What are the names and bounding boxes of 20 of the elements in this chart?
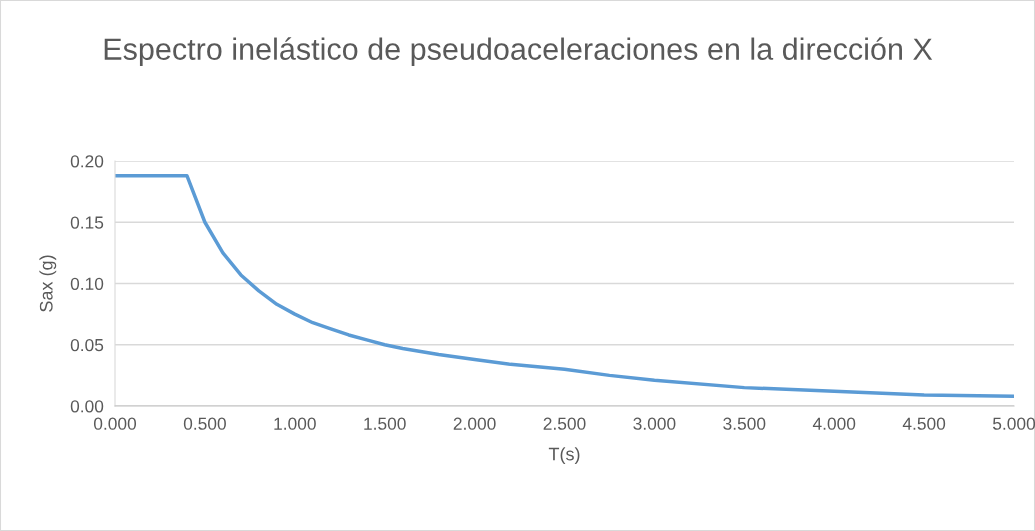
y-tick-label: 0.00 (70, 400, 104, 413)
y-tick-label: 0.15 (70, 216, 104, 229)
y-axis-title: Sax (g) (39, 255, 57, 312)
x-axis-title: T(s) (548, 447, 580, 465)
x-tick-label: 4.000 (812, 417, 856, 430)
x-tick-label: 4.500 (902, 417, 946, 430)
x-tick-label: 0.000 (93, 417, 137, 430)
x-tick-label: 1.500 (364, 417, 406, 430)
x-tick-label: 3.500 (723, 417, 766, 430)
line-series (115, 173, 1014, 398)
x-tick-label: 3.000 (633, 417, 676, 430)
x-tick-label: 1.000 (274, 417, 316, 430)
x-tick-label: 2.500 (543, 417, 586, 430)
y-tick-label: 0.20 (70, 155, 104, 168)
x-tick-label: 5.000 (992, 417, 1035, 430)
y-tick-label: 0.10 (70, 277, 104, 290)
y-tick-label: 0.05 (70, 338, 104, 352)
chart-title: Espectro inelástico de pseudoaceleraciones en la dirección X (104, 37, 933, 67)
x-tick-label: 0.500 (183, 417, 226, 430)
x-tick-label: 2.000 (453, 417, 496, 430)
